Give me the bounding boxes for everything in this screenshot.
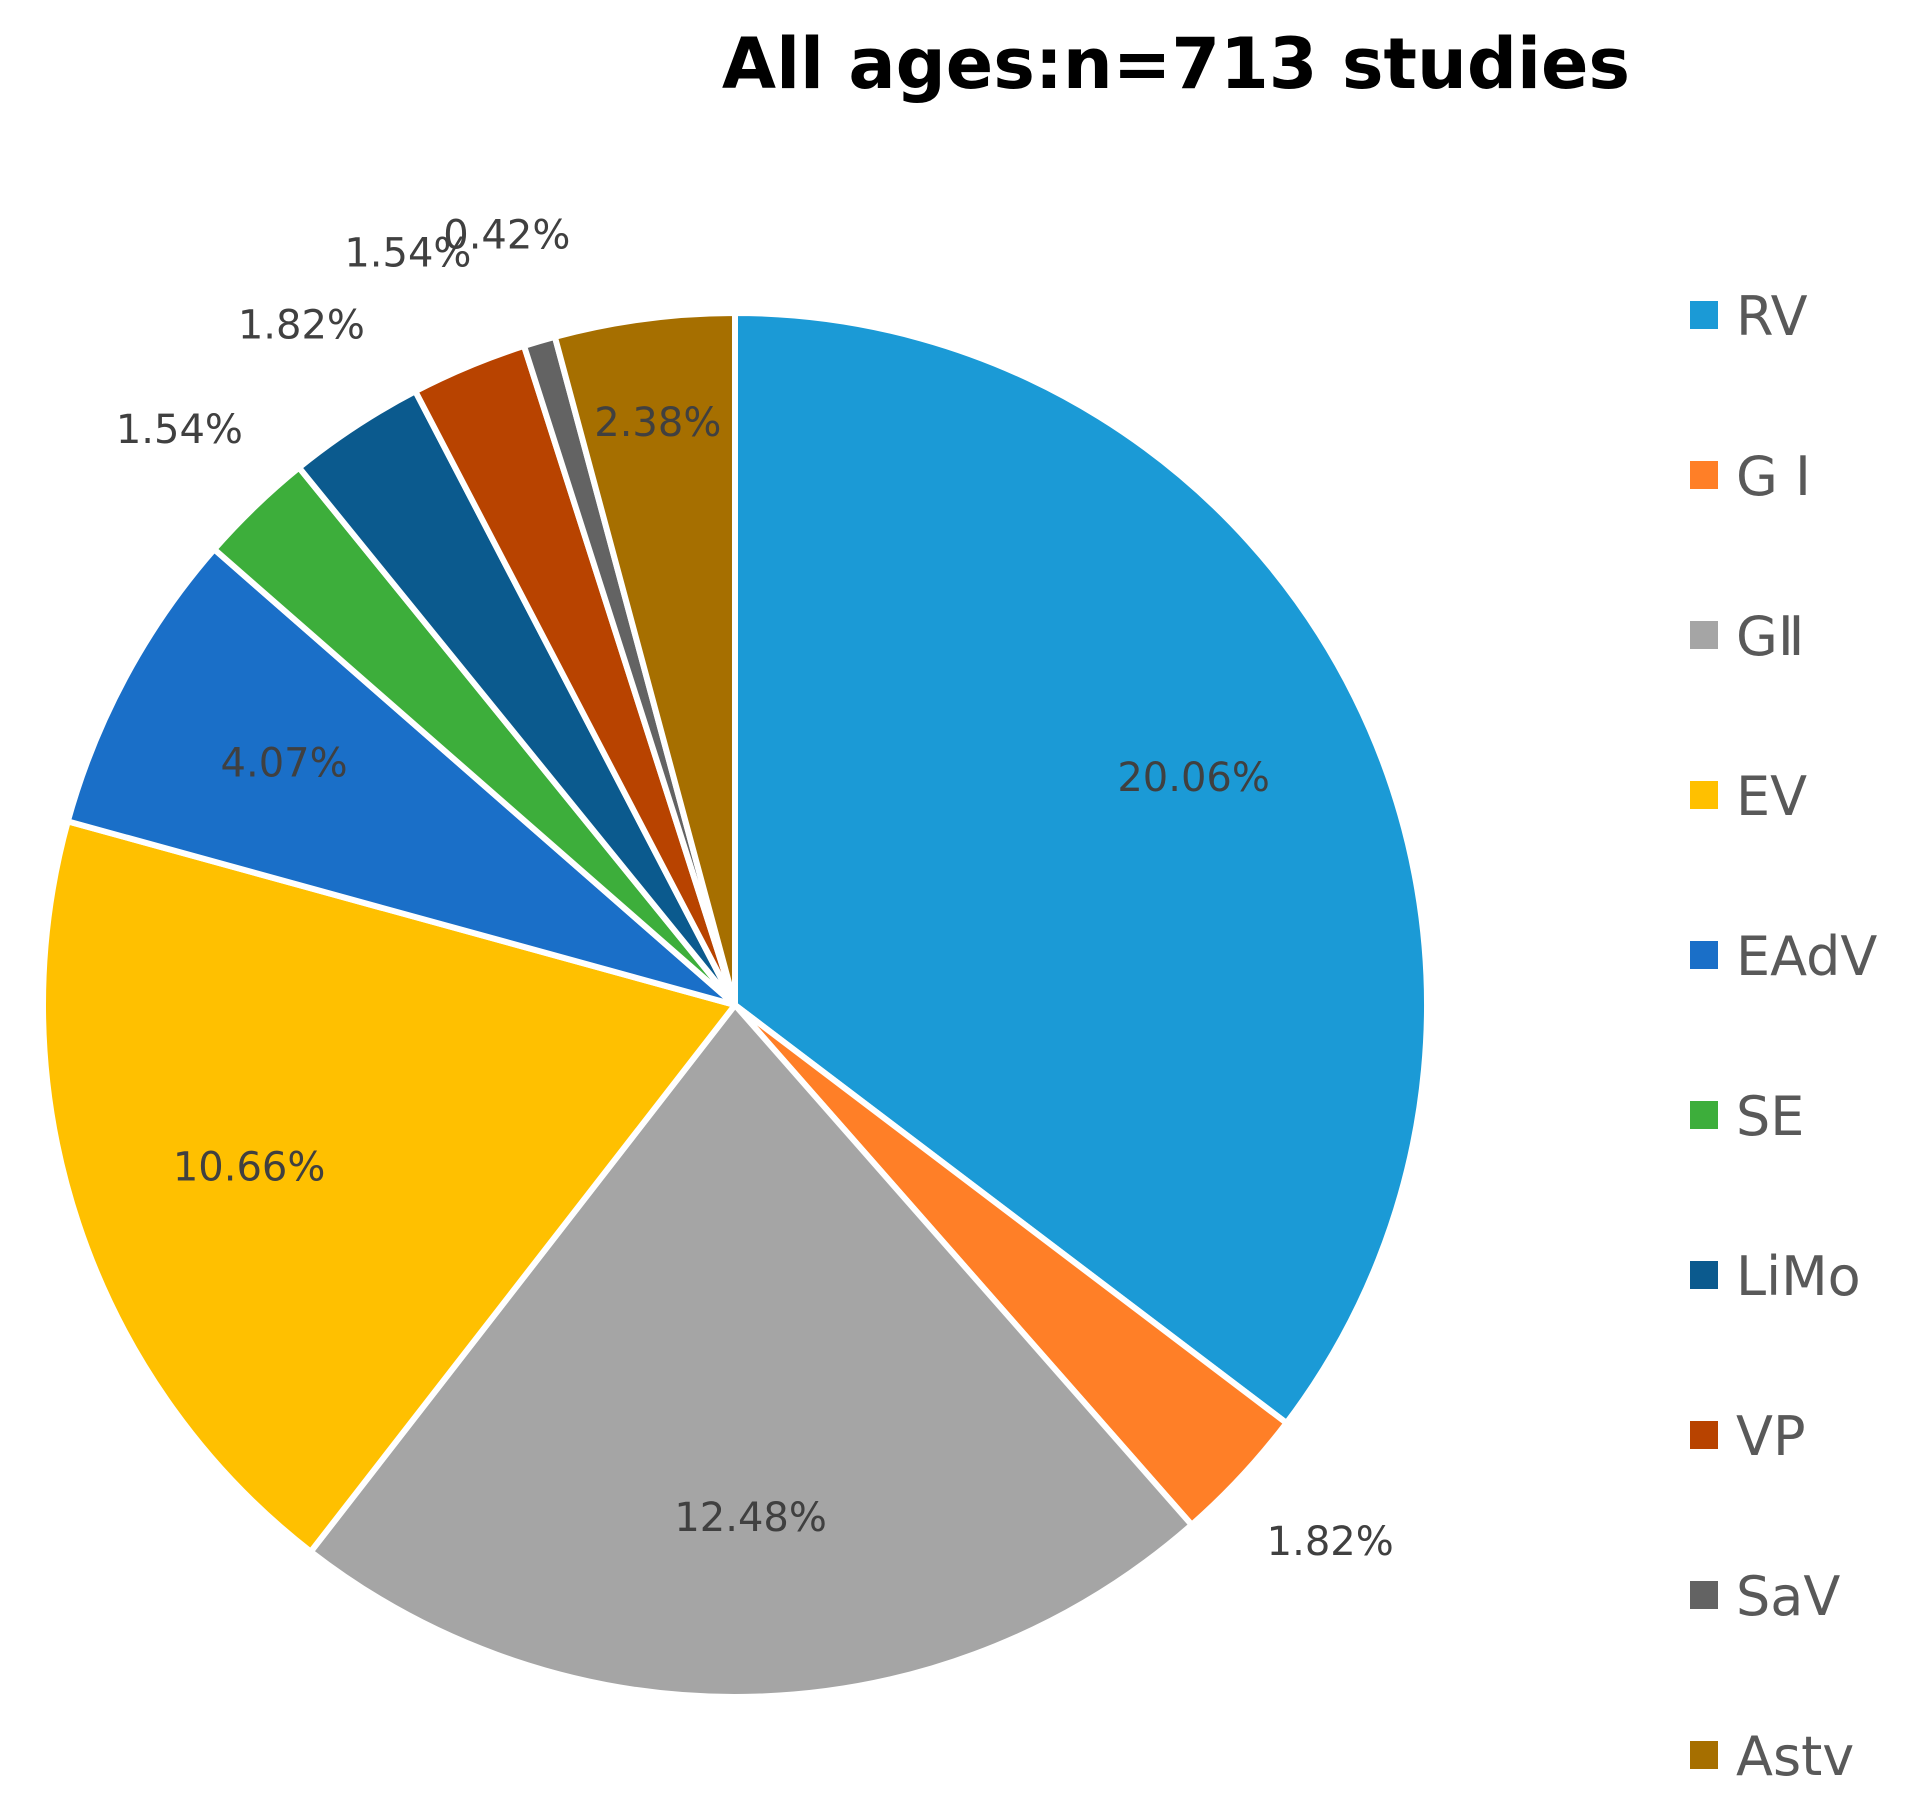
slice-label-g: 1.82% [1267,1519,1394,1565]
legend-item-astv: Astv [1690,1725,1854,1788]
legend-label: SaV [1736,1565,1840,1628]
legend-item-eadv: EAdV [1690,925,1877,988]
slice-label-se: 1.54% [116,407,243,453]
legend-item-sav: SaV [1690,1565,1840,1628]
pie-slice-rv [732,310,1430,1427]
legend-label: Astv [1736,1725,1854,1788]
chart-title: All ages:n=713 studies [722,23,1630,105]
legend-label: G Ⅰ [1736,445,1811,508]
legend-label: SE [1736,1085,1804,1148]
slice-label-limo: 1.82% [238,303,365,349]
slice-label-ev: 10.66% [173,1145,326,1191]
legend-item-g: GⅡ [1690,605,1804,668]
pie-slice-g [307,1002,1195,1701]
legend-item-g: G Ⅰ [1690,445,1811,508]
legend-item-se: SE [1690,1085,1804,1148]
legend-item-rv: RV [1690,285,1808,348]
legend-label: LiMo [1736,1245,1861,1308]
legend-swatch [1690,781,1718,809]
legend-item-limo: LiMo [1690,1245,1861,1308]
legend-swatch [1690,1261,1718,1289]
legend-swatch [1690,1101,1718,1129]
legend-label: EAdV [1736,925,1877,988]
pie-slice-ev [40,818,738,1555]
legend-swatch [1690,1741,1718,1769]
legend-swatch [1690,1581,1718,1609]
slice-label-rv: 20.06% [1117,755,1270,801]
legend-label: EV [1736,765,1807,828]
legend-label: VP [1736,1405,1806,1468]
slice-label-vp: 1.54% [344,230,471,276]
legend-swatch [1690,1421,1718,1449]
legend-swatch [1690,941,1718,969]
slice-label-astv: 2.38% [594,400,721,446]
legend-item-vp: VP [1690,1405,1806,1468]
pie-slice-astv [551,310,738,1008]
slice-label-g: 12.48% [674,1495,827,1541]
legend-item-ev: EV [1690,765,1807,828]
legend-label: GⅡ [1736,605,1804,668]
legend-swatch [1690,621,1718,649]
legend-label: RV [1736,285,1808,348]
pie-slice-eadv [64,546,738,1008]
slice-label-sav: 0.42% [443,213,570,259]
slice-label-eadv: 4.07% [221,740,348,786]
pie-slice-labels: 20.06% 1.82% 12.48% 10.66% 4.07% 1.54% 1.82% 1.… [116,213,1394,1565]
pie-slices [40,310,1430,1701]
legend-swatch [1690,461,1718,489]
legend-swatch [1690,301,1718,329]
legend: RV G Ⅰ GⅡ EV EAdV SE LiMo VP SaV Astv [1690,285,1877,1788]
